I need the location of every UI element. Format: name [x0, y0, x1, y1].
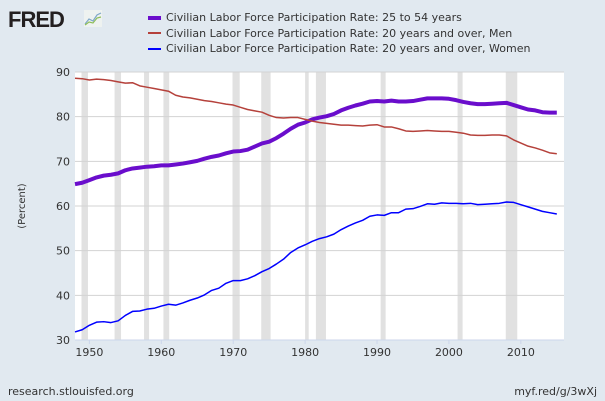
legend-swatch	[148, 32, 161, 35]
legend-item: Civilian Labor Force Participation Rate:…	[148, 41, 530, 57]
y-tick-label: 50	[56, 245, 70, 258]
series-line-2	[74, 201, 557, 333]
legend-swatch	[148, 15, 161, 20]
source-text: research.stlouisfed.org	[8, 385, 134, 398]
legend-item: Civilian Labor Force Participation Rate:…	[148, 26, 530, 42]
series-line-0	[74, 96, 557, 187]
legend-label: Civilian Labor Force Participation Rate:…	[166, 11, 462, 25]
y-tick-label: 30	[56, 334, 70, 347]
y-tick-label: 40	[56, 289, 70, 302]
x-tick-label: 1960	[147, 346, 175, 359]
y-tick-label: 70	[56, 155, 70, 168]
legend-label: Civilian Labor Force Participation Rate:…	[166, 42, 531, 56]
legend-item: Civilian Labor Force Participation Rate:…	[148, 10, 530, 26]
fred-logo: FRED	[8, 7, 65, 32]
fred-logo-chart-icon	[84, 10, 102, 27]
x-tick-label: 1990	[363, 346, 391, 359]
y-tick-label: 60	[56, 200, 70, 213]
legend-swatch	[148, 47, 161, 50]
x-tick-label: 1950	[75, 346, 103, 359]
x-tick-label: 2000	[435, 346, 463, 359]
y-tick-label: 80	[56, 111, 70, 124]
legend-label: Civilian Labor Force Participation Rate:…	[166, 26, 513, 40]
x-tick-label: 1980	[291, 346, 319, 359]
y-tick-label: 90	[56, 66, 70, 79]
x-tick-label: 1970	[219, 346, 247, 359]
short-link[interactable]: myf.red/g/3wXj	[514, 385, 597, 398]
x-tick-label: 2010	[507, 346, 535, 359]
y-axis-label: (Percent)	[17, 183, 28, 229]
series-line-1	[74, 77, 557, 155]
legend: Civilian Labor Force Participation Rate:…	[148, 10, 530, 57]
